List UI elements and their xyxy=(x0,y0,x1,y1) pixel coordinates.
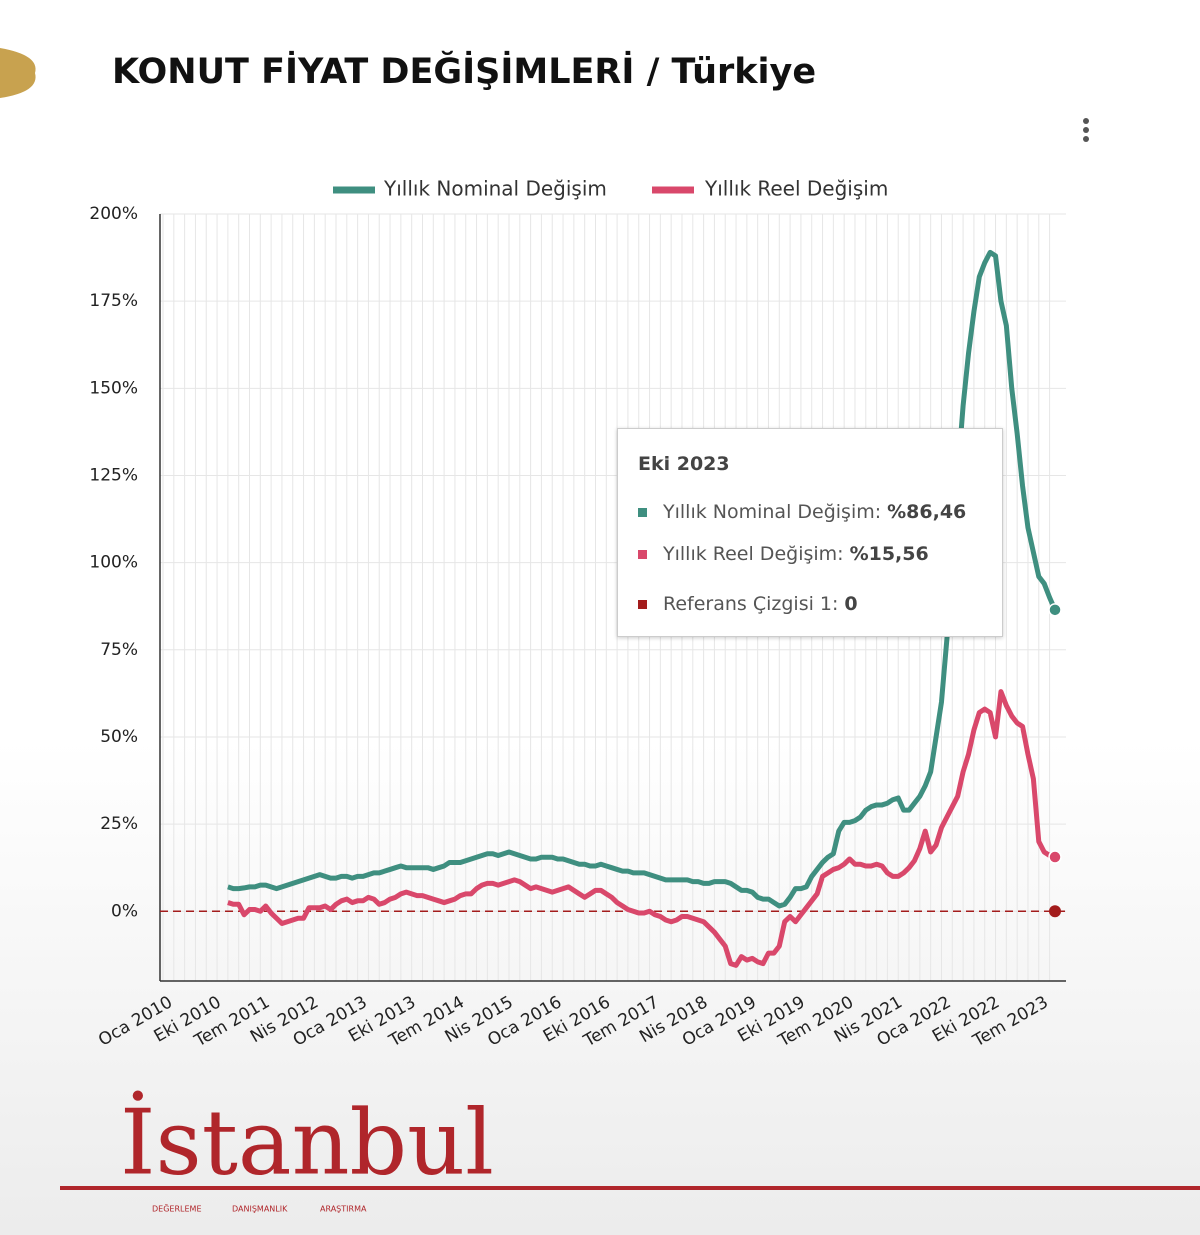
legend-label: Yıllık Reel Değişim xyxy=(704,177,888,201)
tooltip-row: Referans Çizgisi 1: 0 xyxy=(638,593,858,615)
logo-word: DANIŞMANLIK xyxy=(232,1205,288,1214)
series-end-marker xyxy=(1048,850,1062,864)
tooltip-name: Yıllık Reel Değişim: xyxy=(663,543,844,565)
series-end-marker xyxy=(1048,603,1062,617)
y-tick-label: 0% xyxy=(111,901,138,921)
y-tick-label: 175% xyxy=(89,291,138,311)
tooltip-value: %15,56 xyxy=(849,543,929,565)
y-tick-label: 50% xyxy=(100,727,138,747)
y-tick-label: 150% xyxy=(89,378,138,398)
tooltip-name: Yıllık Nominal Değişim: xyxy=(663,501,882,523)
menu-icon[interactable] xyxy=(1083,118,1089,142)
corner-badge xyxy=(0,48,36,98)
tooltip-value: 0 xyxy=(844,593,858,615)
y-tick-label: 125% xyxy=(89,465,138,485)
series-line xyxy=(227,689,1056,968)
logo: İstanbul xyxy=(120,1090,494,1195)
chart-title: KONUT FİYAT DEĞİŞİMLERİ / Türkiye xyxy=(112,50,816,92)
y-tick-label: 25% xyxy=(100,814,138,834)
y-tick-label: 75% xyxy=(100,640,138,660)
logo-word: DEĞERLEME xyxy=(152,1203,202,1214)
logo-word: ARAŞTIRMA xyxy=(320,1205,367,1214)
reference-end-marker xyxy=(1049,905,1061,918)
tooltip-swatch xyxy=(638,600,647,609)
y-tick-label: 100% xyxy=(89,553,138,573)
legend-label: Yıllık Nominal Değişim xyxy=(383,177,607,201)
tooltip-value: %86,46 xyxy=(887,501,967,523)
y-tick-label: 200% xyxy=(89,204,138,224)
tooltip-row: Yıllık Nominal Değişim: %86,46 xyxy=(638,501,966,523)
tooltip-title: Eki 2023 xyxy=(638,453,730,475)
tooltip-row: Yıllık Reel Değişim: %15,56 xyxy=(638,543,929,565)
tooltip: Eki 2023 Yıllık Nominal Değişim: %86,46 Y… xyxy=(617,428,1003,637)
tooltip-swatch xyxy=(638,508,647,517)
tooltip-name: Referans Çizgisi 1: xyxy=(663,593,839,615)
tooltip-swatch xyxy=(638,550,647,559)
series-line xyxy=(227,249,1058,909)
